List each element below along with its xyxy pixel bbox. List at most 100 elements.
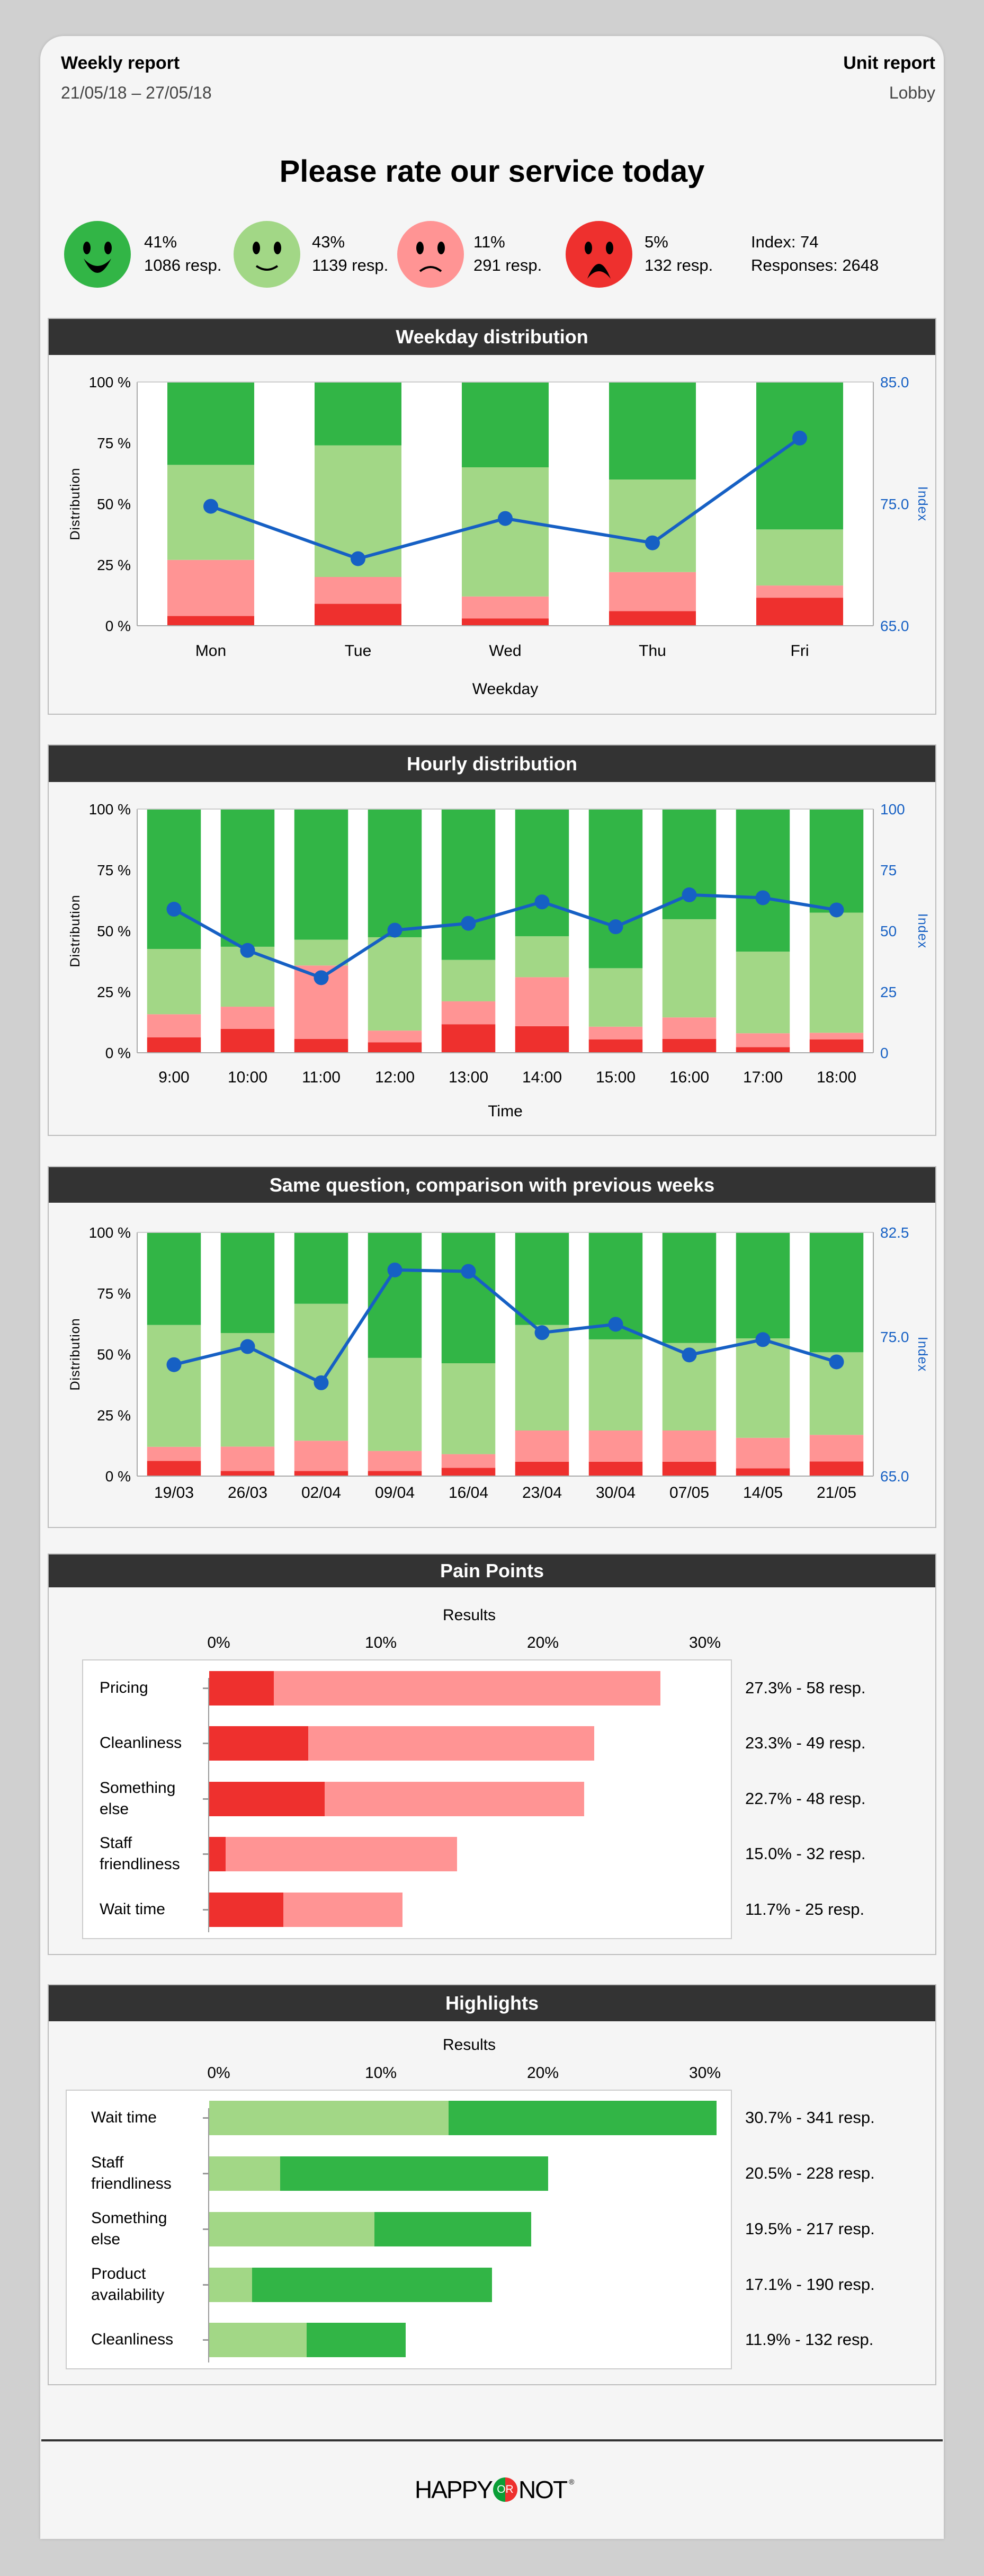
index-value: Index: 74 — [751, 233, 819, 251]
index-point — [682, 887, 697, 902]
y-tick-label: 0 % — [105, 618, 131, 634]
y2-tick-label: 65.0 — [880, 1468, 909, 1485]
bar-segment — [147, 1037, 201, 1053]
bar-segment — [209, 1893, 284, 1927]
bar-segment — [308, 1726, 594, 1761]
bar-segment — [662, 1038, 717, 1053]
very-unhappy-face-icon — [566, 221, 632, 288]
y2-axis-title: Index — [915, 1337, 930, 1372]
bar-segment — [147, 1446, 201, 1461]
bar-segment — [609, 382, 696, 479]
bar-segment — [147, 1325, 201, 1447]
y-tick-label: 100 % — [89, 801, 131, 818]
question-title: Please rate our service today — [279, 154, 705, 189]
y-tick-label: 75 % — [97, 1285, 131, 1302]
bar-segment — [273, 1671, 660, 1706]
bar-segment — [220, 1446, 275, 1471]
y-tick-mark — [203, 2228, 208, 2230]
bar-segment — [314, 382, 402, 446]
bar-segment — [441, 1024, 496, 1053]
category-label: Cleanliness — [91, 2331, 174, 2348]
bar-segment — [294, 1471, 348, 1476]
y2-tick-label: 85.0 — [880, 374, 909, 390]
bar-segment — [461, 467, 549, 597]
index-point — [682, 1347, 697, 1363]
index-line — [173, 1268, 837, 1385]
y-tick-mark — [203, 2173, 208, 2174]
x-tick-label: 30% — [688, 1634, 721, 1651]
report-type: Weekly report — [61, 53, 180, 73]
y-axis-title: Distribution — [68, 467, 83, 540]
bar-segment — [220, 1232, 275, 1333]
y-tick-mark — [203, 1798, 208, 1800]
bar-segment — [441, 809, 496, 960]
bar-segment — [515, 1461, 569, 1476]
section-header: Hourly distribution — [49, 745, 935, 782]
happy-stats: 43% 1139 resp. — [312, 230, 388, 277]
very-unhappy-percent: 5% — [645, 233, 668, 251]
x-axis-title: Time — [488, 1103, 523, 1120]
section-header: Weekday distribution — [49, 319, 935, 355]
index-point — [166, 902, 182, 917]
x-tick-label: 02/04 — [301, 1484, 341, 1502]
category-label: Something else — [91, 2209, 167, 2248]
y-tick-mark — [203, 1909, 208, 1911]
bar-segment — [147, 809, 201, 949]
y-tick-label: 100 % — [89, 1224, 131, 1241]
footer-divider — [41, 2439, 943, 2441]
index-point — [387, 922, 402, 938]
happy-percent: 43% — [312, 233, 345, 251]
bar-segment — [441, 1454, 496, 1468]
hourly-chart: 9:00 10:00 11:00 12:00 13:00 14:00 15:00 16:00 1… — [68, 801, 930, 1120]
bar-segment — [662, 1017, 717, 1039]
unhappy-face-icon — [397, 221, 464, 288]
chart-title: Results — [442, 1606, 496, 1624]
bar-segment — [449, 2101, 717, 2135]
x-tick-label: 10:00 — [228, 1069, 267, 1086]
weekly-comparison-panel: Same question, comparison with previous … — [48, 1166, 936, 1528]
x-tick-label: 10% — [364, 1634, 397, 1651]
x-tick-label: 30/04 — [596, 1484, 636, 1502]
bar-segment — [368, 937, 422, 1031]
category-label: Staff friendliness — [100, 1834, 180, 1873]
bar-segment — [588, 1026, 643, 1040]
logo-or-badge: OR — [493, 2477, 517, 2502]
x-tick-label: 21/05 — [817, 1484, 856, 1502]
x-tick-label: Fri — [791, 642, 809, 660]
index-point — [240, 1339, 255, 1354]
y-tick-label: 100 % — [89, 374, 131, 390]
bar-segment — [736, 1232, 790, 1339]
bar-segment — [368, 1031, 422, 1043]
y-axis-line — [208, 1678, 209, 1932]
bar-segment — [147, 1461, 201, 1476]
bar-segment — [283, 1893, 403, 1927]
y-tick-mark — [203, 1687, 208, 1689]
bar-segment — [736, 1033, 790, 1047]
y2-tick-label: 75.0 — [880, 496, 909, 512]
bar-segment — [325, 1782, 585, 1816]
bar-segment — [441, 960, 496, 1001]
y-tick-mark — [203, 1853, 208, 1855]
bar-segment — [441, 1001, 496, 1025]
x-tick-label: 16:00 — [669, 1069, 709, 1086]
highlights-panel: Highlights Results 0% 10% 20% 30% Wait time 30… — [48, 1984, 936, 2385]
y2-axis-title: Index — [915, 913, 930, 948]
value-label: 22.7% - 48 resp. — [745, 1789, 866, 1808]
overall-stats: Index: 74 Responses: 2648 — [751, 230, 879, 277]
y2-tick-label: 82.5 — [880, 1224, 909, 1241]
y2-axis-title: Index — [915, 486, 930, 521]
bar-segment — [515, 1026, 569, 1053]
bar-segment — [294, 1038, 348, 1053]
bar-segment — [226, 1837, 457, 1871]
value-label: 11.7% - 25 resp. — [745, 1900, 865, 1918]
bar-segment — [209, 2101, 449, 2135]
section-header: Pain Points — [49, 1555, 935, 1587]
bar-segment — [588, 968, 643, 1027]
bar-segment — [609, 572, 696, 611]
x-tick-label: Thu — [639, 642, 666, 660]
bar-segment — [588, 1430, 643, 1462]
category-label: Cleanliness — [100, 1734, 182, 1752]
bar-segment — [662, 1232, 717, 1343]
bar-segment — [167, 616, 255, 626]
unit-name: Lobby — [889, 83, 935, 102]
